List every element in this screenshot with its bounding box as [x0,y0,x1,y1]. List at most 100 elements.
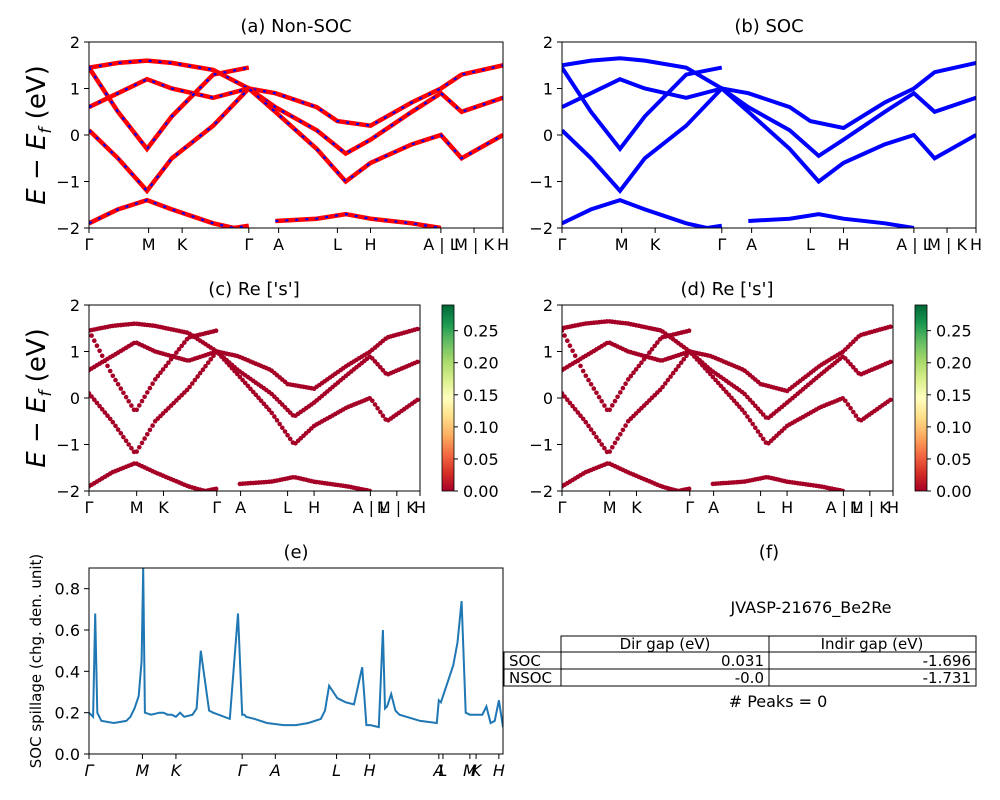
data-point [232,368,237,374]
data-point [888,324,893,330]
data-point [277,421,283,427]
band-line-soc-overlay-5 [89,66,250,151]
panel-d-axes: 210−1−2Γ M K Γ A L H A | LM | KH [529,296,899,517]
data-point [845,402,851,407]
data-point [753,403,758,409]
data-point [623,381,628,387]
data-point [89,394,94,399]
data-point [588,427,594,432]
xtick-label: A [273,235,284,254]
ylabel-top-main: E − E [22,133,52,205]
xtick-label: H [887,498,899,517]
xtick-label: M [463,761,477,780]
ytick-label: 2 [543,296,553,315]
colorbar-tick-label: 0.15 [936,386,972,405]
data-point [623,423,628,428]
data-point [375,405,380,411]
xtick-label: L [806,235,815,254]
data-point [221,357,227,362]
data-point [652,343,657,349]
data-point [121,434,126,440]
data-point [145,432,150,437]
data-point [562,394,567,399]
data-point [211,353,216,359]
axes-frame [561,41,977,229]
data-point [129,445,134,451]
xtick-label: A [432,761,444,780]
data-point [208,357,214,362]
data-point [848,405,853,411]
data-point [248,386,253,392]
data-point [171,353,176,359]
xtick-label: L [283,498,292,517]
data-point [745,414,750,419]
data-point [607,407,612,413]
data-point [195,374,200,379]
data-point [168,357,174,362]
band-line-soc-overlay-4 [275,212,442,228]
panel-a-title: (a) Non-SOC [240,16,351,37]
data-point [115,427,121,432]
xtick-label: M [615,235,629,254]
table-row-nsoc-indir: -1.731 [923,669,971,687]
data-point [853,368,859,373]
data-point [163,363,169,369]
ytick-label: −2 [56,482,80,501]
data-point [380,413,386,419]
data-point [644,353,649,359]
data-point [269,410,275,416]
ylabel-mid-tail: (eV) [22,328,52,390]
data-point [612,398,618,404]
data-point [137,403,142,408]
data-point [565,338,570,344]
data-point [245,383,251,389]
data-point [94,343,100,349]
ytick-label: 2 [70,33,80,52]
data-point [676,363,681,369]
data-point [686,486,692,491]
peaks-label: # Peaks = 0 [729,692,828,711]
data-point [142,394,147,400]
data-point [166,360,171,366]
band-line-nsoc-3 [89,197,250,228]
data-point [237,374,243,380]
band-line-nsoc-5 [89,65,250,153]
xtick-label: M | K [377,498,417,517]
data-point [213,486,219,491]
data-point [372,402,378,407]
data-point [118,431,124,436]
data-point [113,423,118,429]
data-point [726,392,732,398]
xtick-label: M [135,761,149,780]
data-point [718,383,724,389]
svg-text:E − Ef (eV): E − Ef (eV) [22,65,56,205]
data-point [610,445,615,450]
ylabel-top: E − Ef (eV) [22,65,56,205]
xtick-label: L [333,235,342,254]
data-point [708,371,713,377]
xtick-label: M [603,498,617,517]
data-point [145,390,150,395]
data-point [670,370,676,376]
data-point [657,387,663,393]
data-point [97,403,102,409]
data-point [612,440,618,446]
data-point [190,381,195,386]
data-point [851,409,856,415]
data-point [760,436,766,442]
axes-frame [561,304,894,492]
xtick-label: Γ [238,761,248,780]
panel-d-title: (d) Re ['s'] [680,279,773,300]
data-point [607,449,612,454]
xtick-label: Γ [244,235,253,254]
ytick-label: 1 [543,343,553,362]
data-point [655,340,660,345]
data-point [631,370,636,376]
data-point [715,380,721,386]
xtick-label: A | L [353,498,389,517]
data-point [287,436,293,442]
data-point [615,394,620,400]
band-line-soc-overlay-3 [89,198,249,228]
